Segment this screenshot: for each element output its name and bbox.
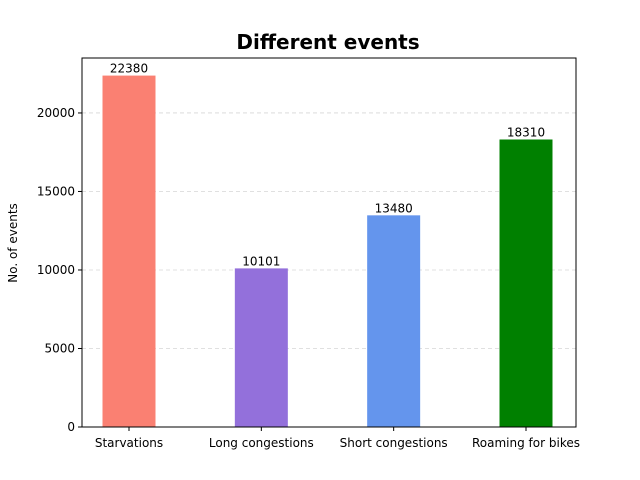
bar-starvations (102, 75, 156, 428)
grid-layer (82, 112, 576, 349)
bar-value-label: 22380 (110, 62, 148, 76)
y-axis: 0 5000 10000 15000 20000 (37, 106, 82, 434)
x-tick-label: Starvations (95, 436, 163, 450)
y-tick-label: 5000 (44, 341, 75, 355)
x-tick-label: Long congestions (209, 436, 314, 450)
chart-title: Different events (236, 30, 419, 54)
y-tick-label: 20000 (37, 106, 75, 120)
bar-roaming-for-bikes (499, 139, 553, 427)
bar-value-label: 10101 (242, 254, 280, 268)
y-tick-label: 10000 (37, 263, 75, 277)
data-labels-layer: 22380 10101 13480 18310 (110, 62, 545, 269)
bar-long-congestions (234, 268, 288, 427)
bars-layer (102, 75, 553, 428)
plot-frame (81, 57, 577, 428)
x-tick-label: Short congestions (340, 436, 448, 450)
bar-short-congestions (367, 215, 421, 427)
bar-value-label: 18310 (507, 125, 545, 139)
x-tick-label: Roaming for bikes (472, 436, 580, 450)
y-axis-label: No. of events (6, 203, 20, 283)
x-axis: Starvations Long congestions Short congest… (95, 427, 580, 450)
y-tick-label: 15000 (37, 184, 75, 198)
y-tick-label: 0 (67, 420, 75, 434)
bar-value-label: 13480 (375, 201, 413, 215)
